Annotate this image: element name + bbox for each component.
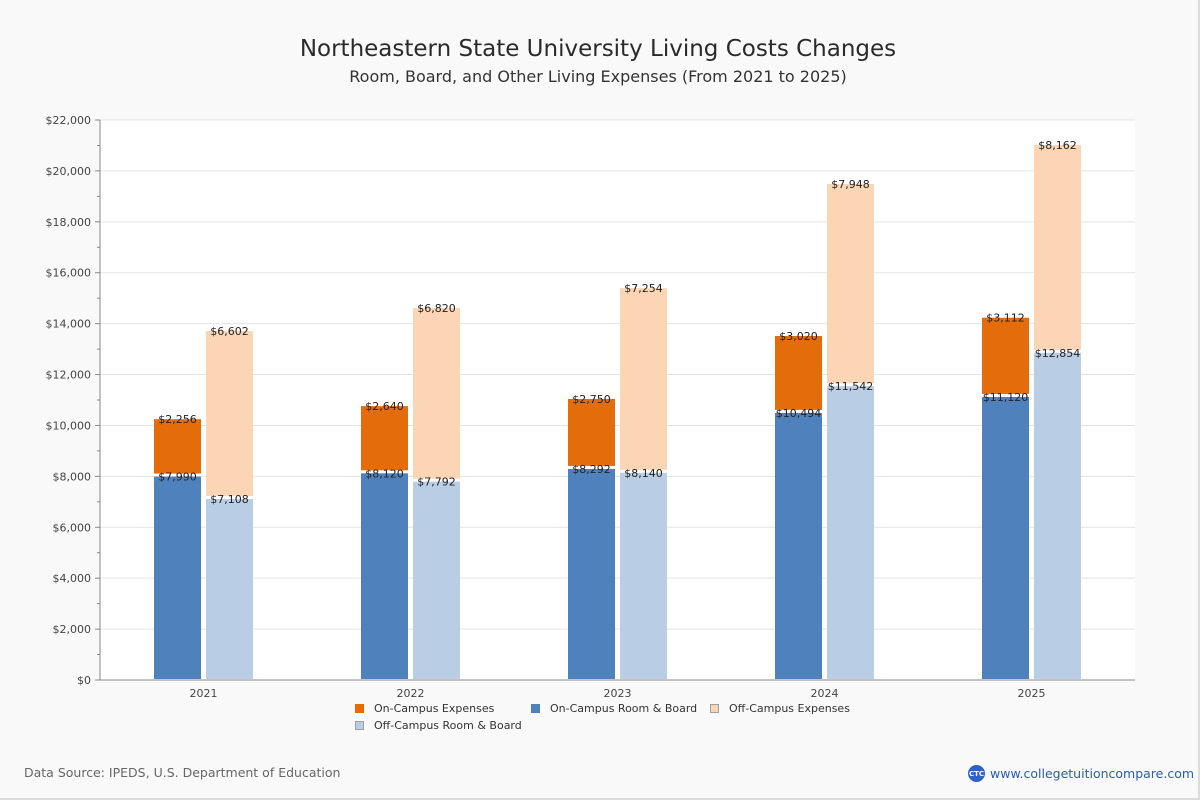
- y-tick-label: $16,000: [46, 267, 92, 280]
- legend-swatch-icon: [531, 704, 540, 713]
- y-tick-label: $8,000: [53, 470, 92, 483]
- chart-subtitle: Room, Board, and Other Living Expenses (…: [349, 67, 847, 86]
- data-label: $8,292: [572, 463, 611, 476]
- bar-off-campus-room-board-2025: [1034, 352, 1081, 679]
- legend-swatch-icon: [355, 704, 364, 713]
- bar-on-campus-expenses-2023: [568, 398, 615, 466]
- bar-on-campus-room-board-2023: [568, 468, 615, 679]
- bar-off-campus-expenses-2021: [206, 331, 253, 497]
- y-tick-label: $12,000: [46, 369, 92, 382]
- bar-on-campus-expenses-2025: [982, 317, 1029, 394]
- y-tick-label: $18,000: [46, 216, 92, 229]
- legend-label: On-Campus Expenses: [374, 702, 495, 715]
- bar-on-campus-room-board-2025: [982, 396, 1029, 679]
- legend-swatch-icon: [710, 704, 719, 713]
- brand-link[interactable]: CTC www.collegetuitioncompare.com: [968, 765, 1194, 782]
- legend-item-off-campus-expenses[interactable]: Off-Campus Expenses: [710, 702, 850, 715]
- brand-url: www.collegetuitioncompare.com: [990, 766, 1195, 781]
- bar-off-campus-expenses-2024: [827, 183, 874, 384]
- plot-area: [100, 120, 1135, 680]
- y-tick-label: $0: [77, 674, 91, 687]
- data-label: $8,120: [365, 467, 404, 480]
- bar-on-campus-room-board-2024: [775, 412, 822, 679]
- data-label: $11,542: [828, 380, 874, 393]
- data-label: $6,820: [417, 302, 456, 315]
- data-label: $2,256: [158, 413, 197, 426]
- data-label: $8,162: [1038, 139, 1077, 152]
- data-label: $2,640: [365, 400, 404, 413]
- data-label: $2,750: [572, 393, 611, 406]
- data-label: $7,108: [210, 493, 249, 506]
- data-labels: $7,990 $2,256 $7,108 $6,602 $8,120 $2,640 $7,7…: [158, 139, 1080, 506]
- legend-label: On-Campus Room & Board: [550, 702, 698, 715]
- data-label: $6,602: [210, 325, 249, 338]
- bar-on-campus-expenses-2024: [775, 336, 822, 410]
- x-tick-label: 2023: [604, 687, 632, 700]
- bar-on-campus-expenses-2022: [361, 406, 408, 471]
- y-tick-label: $20,000: [46, 165, 92, 178]
- x-tick-label: 2022: [397, 687, 425, 700]
- gridlines: [100, 119, 1135, 630]
- x-tick-label: 2025: [1018, 687, 1046, 700]
- data-label: $7,990: [158, 471, 197, 484]
- data-source: Data Source: IPEDS, U.S. Department of E…: [24, 765, 341, 780]
- bar-on-campus-room-board-2022: [361, 473, 408, 679]
- bar-off-campus-room-board-2022: [413, 481, 460, 679]
- data-label: $7,948: [831, 178, 870, 191]
- data-label: $12,854: [1035, 347, 1081, 360]
- axes: $0 $2,000 $4,000 $6,000 $8,000 $10,000 $12,000…: [46, 114, 1135, 700]
- y-tick-label: $10,000: [46, 419, 92, 432]
- bar-off-campus-expenses-2025: [1034, 145, 1081, 350]
- y-tick-label: $6,000: [53, 521, 92, 534]
- ctc-logo-icon: CTC: [968, 765, 985, 782]
- bar-off-campus-room-board-2021: [206, 499, 253, 679]
- bar-on-campus-expenses-2021: [154, 419, 201, 474]
- data-label: $10,494: [776, 407, 822, 420]
- legend-item-on-campus-expenses[interactable]: On-Campus Expenses: [355, 702, 494, 715]
- data-label: $11,120: [983, 391, 1029, 404]
- bar-on-campus-room-board-2021: [154, 476, 201, 679]
- y-tick-label: $2,000: [53, 623, 92, 636]
- y-tick-label: $14,000: [46, 318, 92, 331]
- bar-off-campus-expenses-2022: [413, 308, 460, 479]
- bars: [154, 145, 1081, 679]
- chart-title: Northeastern State University Living Cos…: [299, 36, 897, 62]
- data-label: $8,140: [624, 467, 663, 480]
- data-label: $7,792: [417, 476, 456, 489]
- data-label: $3,020: [779, 330, 818, 343]
- legend-swatch-icon: [355, 721, 364, 730]
- bar-off-campus-room-board-2024: [827, 386, 874, 679]
- x-tick-label: 2021: [190, 687, 218, 700]
- y-tick-label: $4,000: [53, 572, 92, 585]
- bar-off-campus-room-board-2023: [620, 472, 667, 679]
- x-tick-label: 2024: [811, 687, 839, 700]
- y-tick-label: $22,000: [46, 114, 92, 127]
- data-label: $3,112: [986, 312, 1025, 325]
- bar-off-campus-expenses-2023: [620, 288, 667, 470]
- legend-item-off-campus-room-board[interactable]: Off-Campus Room & Board: [355, 719, 522, 732]
- legend-label: Off-Campus Room & Board: [374, 719, 522, 732]
- legend-item-on-campus-room-board[interactable]: On-Campus Room & Board: [531, 702, 697, 715]
- legend-label: Off-Campus Expenses: [729, 702, 850, 715]
- data-label: $7,254: [624, 282, 663, 295]
